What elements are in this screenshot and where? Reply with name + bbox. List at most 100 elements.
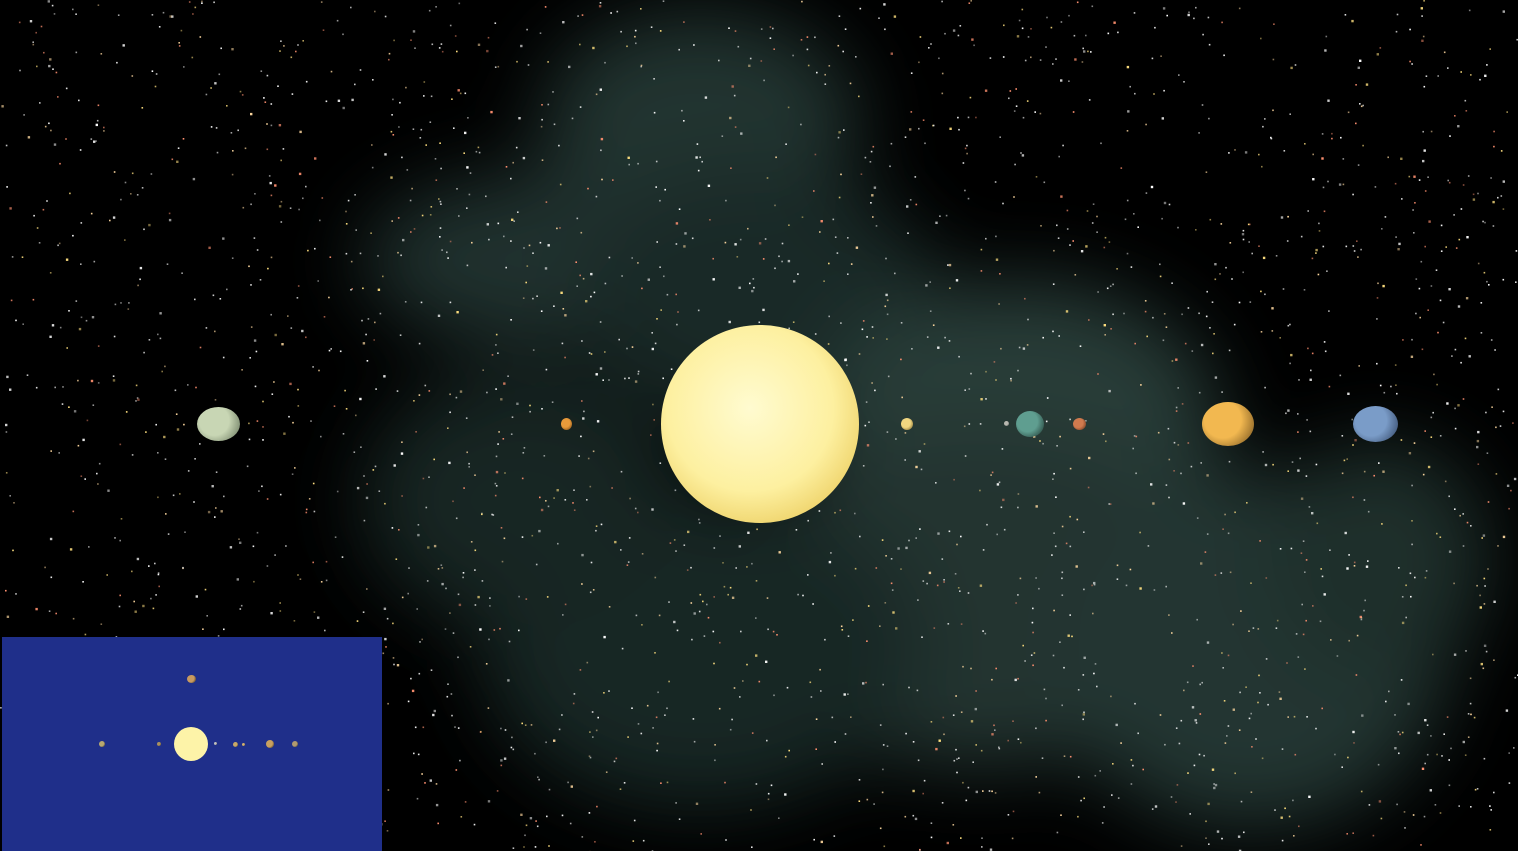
star (164, 458, 167, 460)
star (522, 156, 526, 160)
star (941, 558, 944, 560)
star (240, 604, 243, 607)
star (15, 593, 17, 595)
star (510, 319, 512, 321)
star (620, 30, 622, 33)
star (1352, 832, 1354, 834)
star (474, 604, 477, 606)
star (522, 297, 525, 299)
star (901, 396, 903, 399)
star (231, 257, 234, 259)
mini-planet-7[interactable] (292, 741, 298, 747)
star (1424, 430, 1426, 432)
star (1224, 742, 1227, 744)
star (218, 73, 221, 76)
sun-sphere[interactable] (661, 325, 859, 523)
star (970, 372, 972, 375)
star (561, 342, 564, 345)
star (1163, 201, 1167, 205)
star (778, 551, 781, 554)
star (1159, 714, 1162, 716)
star (562, 308, 565, 310)
minimap-sun[interactable] (174, 727, 208, 761)
teal-planet[interactable] (1016, 411, 1044, 437)
mini-planet-5[interactable] (242, 743, 245, 746)
mini-planet-6[interactable] (266, 740, 274, 748)
star (1361, 714, 1364, 717)
star (596, 805, 598, 808)
star (79, 149, 82, 151)
star (696, 143, 699, 145)
star (1248, 241, 1250, 243)
star (930, 822, 933, 824)
star (651, 332, 653, 334)
star (955, 748, 957, 751)
star (1024, 297, 1026, 300)
star (1245, 686, 1247, 688)
star (182, 566, 184, 569)
star (1295, 633, 1298, 635)
star (106, 574, 108, 576)
ice-giant[interactable] (1353, 406, 1398, 442)
gas-giant[interactable] (1202, 402, 1254, 446)
far-left-planet[interactable] (197, 407, 240, 441)
star (869, 161, 872, 163)
star (1020, 741, 1022, 744)
star (1433, 373, 1435, 376)
star (1133, 435, 1136, 437)
star (1222, 528, 1224, 530)
star (1409, 572, 1412, 575)
small-yellow-planet[interactable] (901, 418, 913, 430)
mini-planet-2[interactable] (157, 742, 161, 746)
star (12, 549, 14, 552)
star (510, 433, 513, 435)
rust-planet[interactable] (1073, 418, 1086, 430)
star (226, 288, 228, 291)
star (1493, 659, 1495, 661)
mini-planet-3[interactable] (214, 742, 217, 745)
star (120, 198, 122, 201)
minimap-view[interactable] (2, 637, 382, 851)
star (495, 470, 499, 474)
star (112, 375, 115, 377)
tiny-grey-moon[interactable] (1004, 421, 1009, 426)
star (1368, 804, 1371, 806)
star (289, 207, 292, 209)
star (945, 214, 948, 217)
star (167, 533, 170, 535)
star (979, 423, 982, 425)
star (1168, 614, 1170, 616)
star (758, 680, 761, 683)
star (50, 576, 53, 579)
star (1300, 235, 1303, 238)
star (1032, 664, 1034, 667)
star (468, 466, 470, 468)
star (928, 571, 932, 575)
star (1051, 554, 1053, 556)
star (1234, 149, 1236, 151)
star (581, 553, 584, 557)
star (1228, 152, 1230, 154)
star (510, 746, 513, 749)
star (1222, 667, 1224, 669)
mini-planet-1[interactable] (99, 741, 105, 747)
star (975, 116, 977, 119)
star (1020, 152, 1022, 154)
mini-top-moon[interactable] (187, 675, 196, 683)
star (998, 746, 1000, 749)
star (116, 61, 118, 64)
small-orange-planet[interactable] (561, 418, 572, 430)
star (719, 641, 721, 644)
star (120, 302, 122, 304)
star (488, 238, 490, 241)
star (231, 48, 234, 51)
star (765, 660, 768, 663)
star (49, 335, 52, 338)
star (862, 682, 865, 685)
star (1045, 420, 1048, 423)
star (788, 224, 790, 226)
star (1297, 413, 1299, 415)
star (49, 58, 52, 61)
mini-planet-4[interactable] (233, 742, 238, 747)
